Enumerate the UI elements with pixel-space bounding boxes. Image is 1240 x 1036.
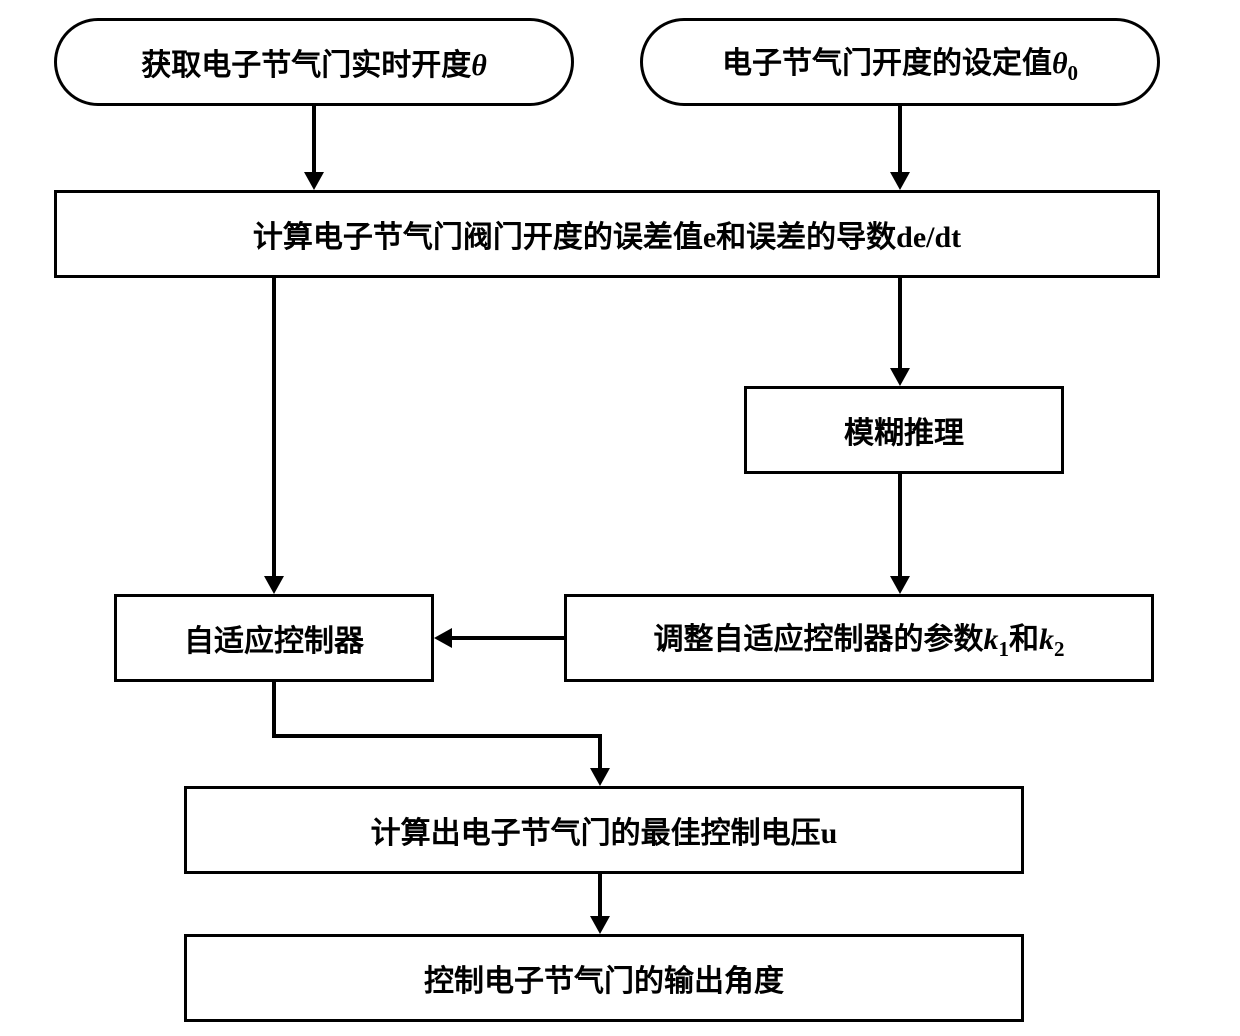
arrowhead-inputright-calcerror <box>890 172 910 190</box>
arrowhead-calcvolt-output <box>590 916 610 934</box>
arrowhead-fuzzy-adjust <box>890 576 910 594</box>
edge-calcerror-adaptive <box>272 278 276 576</box>
edge-adaptive-calcvolt-v2 <box>598 734 602 768</box>
node-calc-error-text: 计算电子节气门阀门开度的误差值e和误差的导数de/dt <box>253 212 961 256</box>
edge-adjust-adaptive <box>452 636 564 640</box>
arrowhead-adjust-adaptive <box>434 628 452 648</box>
node-input-left-text: 获取电子节气门实时开度θ <box>141 40 487 84</box>
node-input-left: 获取电子节气门实时开度θ <box>54 18 574 106</box>
edge-calcvolt-output <box>598 874 602 916</box>
node-adaptive-ctrl: 自适应控制器 <box>114 594 434 682</box>
node-output-text: 控制电子节气门的输出角度 <box>424 956 784 1000</box>
flowchart-diagram: 获取电子节气门实时开度θ 电子节气门开度的设定值θ0 计算电子节气门阀门开度的误… <box>0 0 1240 1036</box>
node-calc-voltage-text: 计算出电子节气门的最佳控制电压u <box>371 808 838 852</box>
edge-calcerror-fuzzy <box>898 278 902 368</box>
arrowhead-calcerror-adaptive <box>264 576 284 594</box>
node-adaptive-ctrl-text: 自适应控制器 <box>184 616 364 660</box>
node-fuzzy: 模糊推理 <box>744 386 1064 474</box>
edge-inputleft-calcerror <box>312 106 316 172</box>
node-fuzzy-text: 模糊推理 <box>844 408 964 452</box>
node-output: 控制电子节气门的输出角度 <box>184 934 1024 1022</box>
arrowhead-calcerror-fuzzy <box>890 368 910 386</box>
node-adjust-params: 调整自适应控制器的参数k1和k2 <box>564 594 1154 682</box>
node-input-right: 电子节气门开度的设定值θ0 <box>640 18 1160 106</box>
edge-adaptive-calcvolt-v1 <box>272 682 276 738</box>
edge-adaptive-calcvolt-h <box>272 734 602 738</box>
edge-inputright-calcerror <box>898 106 902 172</box>
arrowhead-inputleft-calcerror <box>304 172 324 190</box>
node-calc-voltage: 计算出电子节气门的最佳控制电压u <box>184 786 1024 874</box>
edge-fuzzy-adjust <box>898 474 902 576</box>
arrowhead-adaptive-calcvolt <box>590 768 610 786</box>
node-calc-error: 计算电子节气门阀门开度的误差值e和误差的导数de/dt <box>54 190 1160 278</box>
node-input-right-text: 电子节气门开度的设定值θ0 <box>722 38 1078 86</box>
node-adjust-params-text: 调整自适应控制器的参数k1和k2 <box>654 614 1065 662</box>
